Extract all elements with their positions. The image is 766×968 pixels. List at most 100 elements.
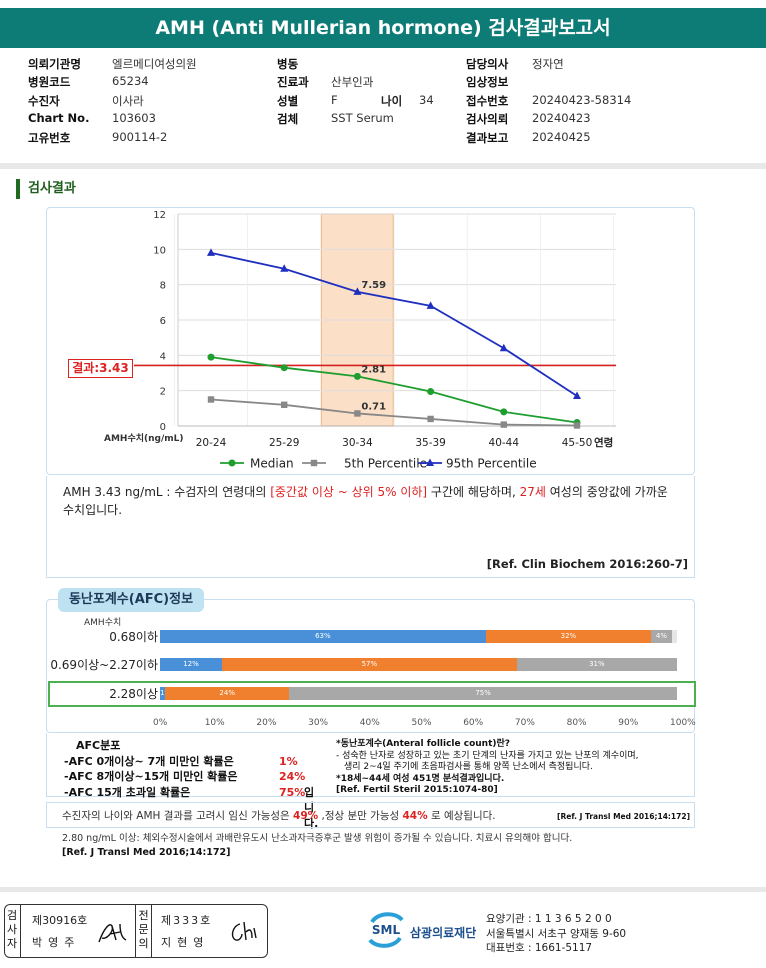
sig-head-specialist: 전 문 의 [135,904,152,958]
sig-head-label: 검 사 자 [6,909,18,950]
data-point [500,408,508,416]
info-value: 20240423 [532,111,591,126]
report-title: AMH (Anti Mullerian hormone) 검사결과보고서 [0,8,766,48]
section-title: 검사결과 [16,179,76,199]
afc-bar: 63% 32% 4% [160,630,677,643]
afc-axis-tick: 30% [308,718,329,728]
data-point [353,372,361,380]
interpretation-age: 27세 [519,485,546,499]
chart-panel [46,207,695,475]
afc-bar-segment: 75% [289,687,677,700]
afc-dist-suffix: 입니다. [304,785,319,830]
info-label: 병원코드 [28,75,71,90]
sig-head-label-2: 전 문 의 [138,909,149,950]
afc-bar-segment: 31% [516,658,677,671]
series-line [210,398,578,427]
info-label: 접수번호 [466,93,509,108]
afc-bar-segment: 1% [160,687,166,700]
info-row: 접수번호 20240423-58314 [466,93,666,111]
data-point [280,364,288,372]
divider [0,163,766,169]
info-value: 엘르메디여성의원 [112,57,197,71]
afc-definition-body-2: 생리 2~4일 주기에 초음파검사를 통해 양쪽 난소에서 측정됩니다. [344,762,593,772]
pregnancy-value: 49% [293,810,319,822]
legend-marker [228,459,236,467]
y-tick-label: 2 [160,387,166,398]
info-label: 임상정보 [466,75,509,90]
info-label: 담당의사 [466,57,509,71]
delivery-value: 44% [402,810,428,822]
afc-dist-line: -AFC 0개이상~ 7개 미만인 확률은 1% [60,754,298,770]
afc-definition-body: - 성숙한 난자로 성장하고 있는 초기 단계의 난자를 가지고 있는 난포의 … [336,750,639,761]
ohss-note: 2.80 ng/mL 이상: 체외수정시술에서 과배란유도시 난소과자극증후군 … [62,832,572,860]
data-point [207,353,215,361]
data-point [426,301,435,309]
afc-unit-label: AMH수치 [84,618,122,628]
lab-address: 서울특별시 서초구 양재동 9-60 [486,927,627,940]
patient-info-col2: 병동 진료과 산부인과 성별 F 나이 34 검체 SST Serum [277,56,457,130]
info-row: 병동 [277,56,457,74]
interpretation-box: AMH 3.43 ng/mL : 수검자의 연령대의 [중간값 이상 ~ 상위 … [46,476,695,578]
data-point [573,422,581,429]
sig-specialist-name: 지현영 [161,936,210,949]
afc-bar-segment: 24% [165,687,290,700]
afc-axis-tick: 90% [618,718,639,728]
afc-axis-tick: 70% [514,718,535,728]
x-tick-label: 25-29 [269,437,300,449]
info-row: 수진자 이사라 [28,93,248,111]
legend-label: 95th Percentile [446,457,537,471]
afc-distribution: AFC분포 -AFC 0개이상~ 7개 미만인 확률은 1% -AFC 8개이상~1… [60,738,318,830]
y-tick-label: 8 [160,281,166,292]
afc-definition: *동난포계수(Anteral follicle count)란? - 성숙한 난… [336,739,686,797]
afc-axis-tick: 80% [566,718,587,728]
info-label: 진료과 [277,75,309,90]
lab-name: 삼광의료재단 [410,926,477,940]
lab-phone: 대표번호 : 1661-5117 [486,942,593,954]
info-label: 성별 [277,93,299,108]
pregnancy-text-3: 로 예상됩니다. [427,810,496,822]
afc-dist-value: 1% [279,754,298,768]
info-label: Chart No. [28,111,90,126]
y-tick-label: 12 [153,210,166,221]
info-row: 병원코드 65234 [28,74,248,92]
info-row: 고유번호 900114-2 [28,130,248,148]
afc-tab-title: 동난포계수(AFC)정보 [58,588,204,612]
signature-mark [98,923,127,943]
info-label: 고유번호 [28,130,71,145]
series-line [210,251,578,397]
afc-dist-line: -AFC 15개 초과일 확률은 75% 입니다. [60,785,318,830]
data-point [427,388,435,396]
sig-technician-number: 제30916호 [32,914,88,927]
afc-row-label: 0.69이상~2.27이하 [50,658,158,672]
info-row: 검사의뢰 20240423 [466,111,666,129]
lab-info: 요양기관 : 1 1 3 6 5 2 0 0 서울특별시 서초구 양재동 9-6… [486,912,626,956]
afc-definition-title: *동난포계수(Anteral follicle count)란? [336,739,510,749]
interpretation-text: AMH 3.43 ng/mL : 수검자의 연령대의 [63,485,271,499]
afc-axis-tick: 10% [204,718,225,728]
signature-box [4,904,268,958]
interpretation-text-2: 구간에 해당하며, [427,485,520,499]
info-value: 정자연 [532,57,564,71]
afc-dist-value: 75% [279,785,306,799]
afc-bar-segment: 32% [485,630,652,643]
info-value: 20240425 [532,129,591,144]
sig-specialist-number: 제333호 [161,914,213,927]
x-tick-label: 35-39 [415,437,446,449]
ohss-note-ref: [Ref. J Transl Med 2016;14:172] [62,847,231,858]
afc-highlight-row [48,681,696,707]
x-tick-label: 20-24 [196,437,227,449]
info-value: 65234 [112,74,149,89]
info-row: 결과보고 20240425 [466,130,666,148]
afc-dist-value: 24% [279,770,306,783]
info-value: 103603 [112,111,156,126]
afc-panel [46,599,695,733]
data-point [354,410,361,417]
sig-head-technician: 검 사 자 [4,904,21,958]
afc-axis-tick: 40% [359,718,380,728]
age-label: 나이 [381,93,403,108]
y-tick-label: 6 [160,316,166,327]
result-label: 결과:3.43 [68,359,133,378]
info-label: 의뢰기관명 [28,57,81,71]
